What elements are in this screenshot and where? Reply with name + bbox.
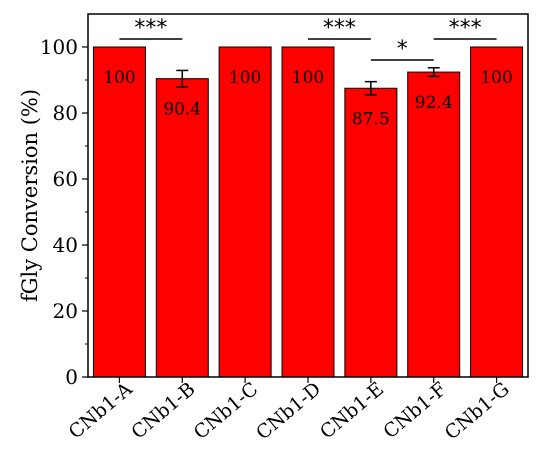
y-tick-label: 20 [53,299,78,323]
y-tick-label: 100 [40,35,78,59]
bar-cnb1-e [344,87,398,378]
x-tick-label: CNb1-F [379,378,451,443]
data-label: 100 [292,68,324,88]
data-label: 92.4 [415,93,453,113]
y-axis-title: fGly Conversion (%) [18,89,42,302]
data-label: 100 [229,68,261,88]
y-tick-label: 40 [53,233,78,257]
data-label: 90.4 [163,100,201,120]
data-label: 87.5 [352,109,390,129]
bar-cnb1-f [407,71,461,378]
bar-cnb1-c [218,46,272,378]
bar-cnb1-d [281,46,335,378]
significance-label: * [397,37,408,62]
significance-label: *** [323,16,356,41]
data-label: 100 [103,68,135,88]
x-tick-label: CNb1-G [441,378,514,444]
y-tick-label: 0 [65,365,78,389]
significance-label: *** [449,16,482,41]
x-tick-label: CNb1-D [252,378,325,444]
data-label: 100 [480,68,512,88]
bar-cnb1-g [470,46,524,378]
x-tick-label: CNb1-E [316,378,388,444]
y-tick-label: 60 [53,167,78,191]
bar-cnb1-a [92,46,146,378]
x-tick-label: CNb1-C [190,378,263,444]
y-tick-label: 80 [53,101,78,125]
plot-area: 100 90.4 100 100 87.5 92.4 100 0 20 40 60 80 100 CNb1… [40,13,529,444]
bar-cnb1-b [155,78,209,378]
x-tick-label: CNb1-B [127,378,199,444]
significance-label: *** [134,16,167,41]
